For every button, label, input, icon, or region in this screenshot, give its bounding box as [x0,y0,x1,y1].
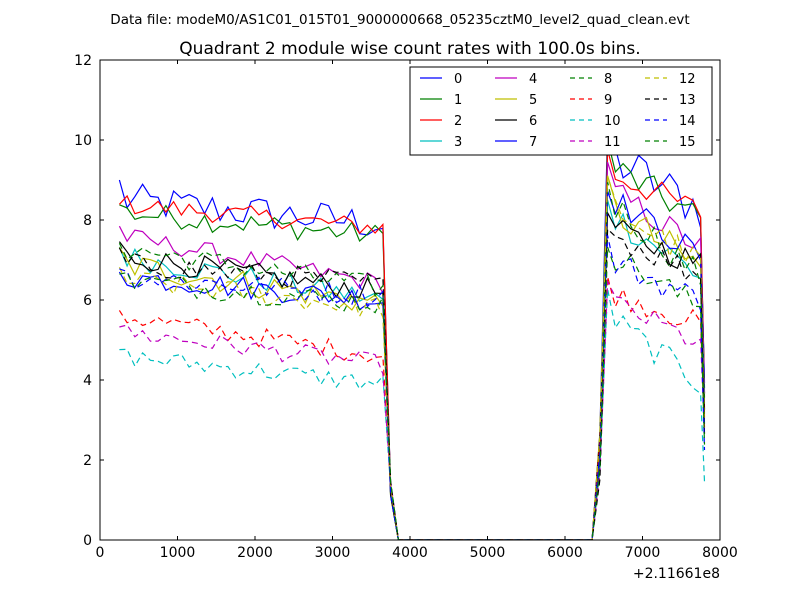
legend-label-10: 10 [604,114,621,129]
x-tick-label: 2000 [237,545,273,561]
x-tick-label: 6000 [547,545,583,561]
y-tick-label: 4 [83,373,92,389]
legend-label-8: 8 [604,72,612,87]
legend-frame [409,66,713,156]
series-line-14 [119,235,706,540]
x-tick-label: 1000 [160,545,196,561]
y-tick-label: 10 [74,133,92,149]
legend-label-12: 12 [679,72,696,87]
y-tick-label: 8 [83,213,92,229]
y-tick-label: 6 [83,293,92,309]
x-tick-label: 3000 [315,545,351,561]
series-line-0 [118,128,706,540]
series-line-15 [119,247,706,540]
legend-label-15: 15 [679,135,696,150]
legend-label-6: 6 [529,114,537,129]
series-line-12 [118,176,706,540]
x-tick-label: 8000 [702,545,738,561]
y-tick-label: 12 [74,53,92,69]
legend-label-14: 14 [679,114,696,129]
legend-label-13: 13 [679,93,696,108]
series-line-13 [118,227,706,540]
series-line-11 [119,279,706,540]
x-tick-label: 0 [96,545,105,561]
series-line-5 [118,175,706,540]
legend-label-1: 1 [454,93,462,108]
series-line-4 [118,162,706,540]
legend-label-5: 5 [529,93,537,108]
legend-label-4: 4 [529,72,537,87]
legend-label-9: 9 [604,93,612,108]
chart-title: Quadrant 2 module wise count rates with … [179,39,640,59]
legend-label-0: 0 [454,72,462,87]
y-tick-label: 2 [83,453,92,469]
legend-label-3: 3 [454,135,462,150]
y-tick-label: 0 [83,533,92,549]
x-tick-label: 5000 [470,545,506,561]
legend-label-7: 7 [529,135,537,150]
series-line-8 [118,181,706,540]
suptitle: Data file: modeM0/AS1C01_015T01_90000006… [110,12,689,28]
series-line-3 [118,199,706,540]
series-line-2 [118,149,706,540]
legend-label-2: 2 [454,114,462,129]
series-line-9 [118,276,706,540]
legend-label-11: 11 [604,135,621,150]
x-tick-label: 7000 [625,545,661,561]
series-line-1 [119,139,706,540]
x-tick-label: 4000 [392,545,428,561]
x-axis: 0 1000 2000 3000 4000 5000 6000 7000 8000 [96,60,738,561]
series-layer [118,128,706,540]
series-line-6 [118,210,706,540]
series-line-7 [118,190,706,540]
x-offset-label: +2.11661e8 [633,566,720,582]
